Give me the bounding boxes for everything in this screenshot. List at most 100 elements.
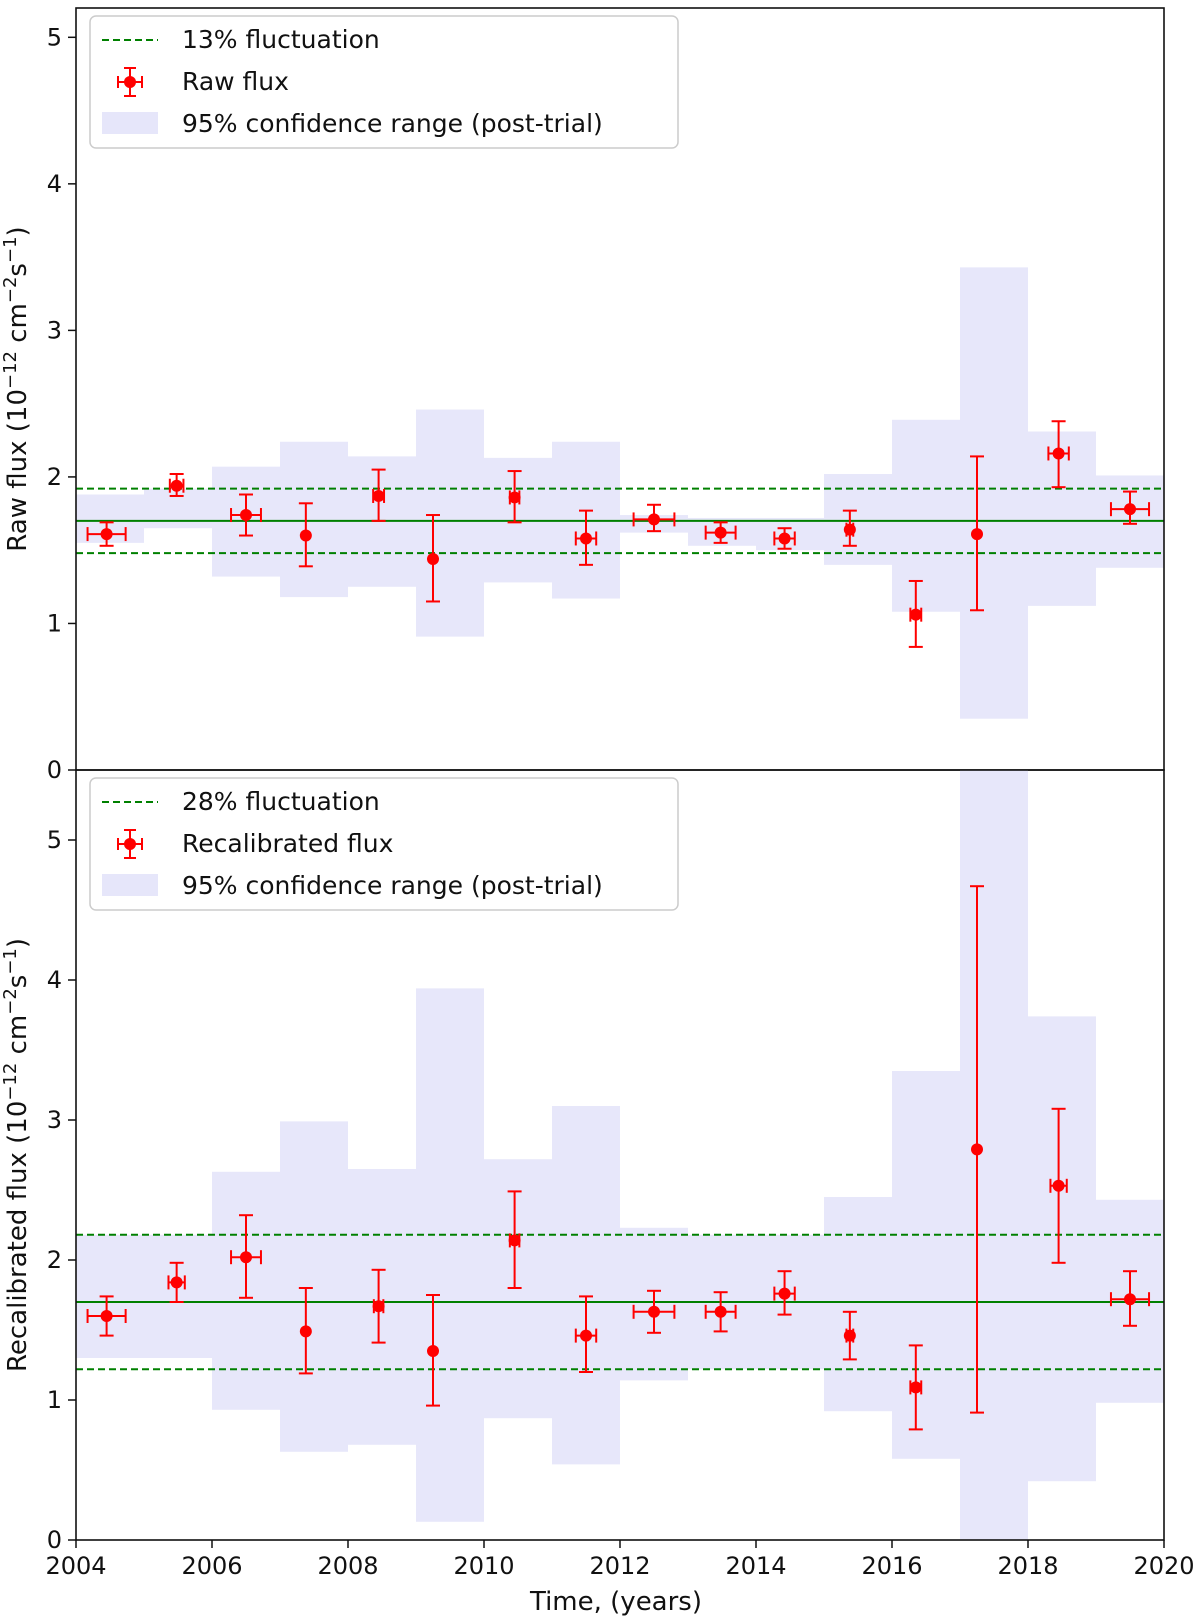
legend-handle-confidence — [102, 874, 158, 896]
data-point-2 — [230, 493, 262, 537]
marker — [170, 1276, 183, 1289]
y-label-superscript: −12 — [0, 1063, 21, 1101]
marker — [508, 491, 521, 504]
y-tick-label: 4 — [47, 170, 62, 198]
marker — [170, 479, 183, 492]
data-point-7 — [574, 509, 598, 566]
data-point-8 — [632, 503, 676, 533]
marker — [508, 1234, 521, 1247]
y-label-superscript: −1 — [0, 236, 21, 263]
y-tick-label: 5 — [47, 826, 62, 854]
x-tick-label: 2016 — [861, 1552, 922, 1580]
x-tick-label: 2008 — [317, 1552, 378, 1580]
x-tick-label: 2010 — [453, 1552, 514, 1580]
y-tick-label: 2 — [47, 463, 62, 491]
confidence-bin-14 — [1028, 431, 1096, 606]
legend-entry-1: Recalibrated flux — [182, 829, 393, 858]
y-label-text: ) — [3, 226, 33, 236]
confidence-bin-13 — [960, 267, 1028, 719]
confidence-bin-1 — [144, 488, 212, 529]
marker — [648, 1305, 660, 1318]
marker — [100, 528, 113, 541]
marker — [1052, 447, 1065, 460]
data-point-4 — [371, 1268, 386, 1344]
y-tick-label: 1 — [47, 609, 62, 637]
y-tick-label: 0 — [47, 756, 62, 784]
y-tick-label: 5 — [47, 23, 62, 51]
data-point-9 — [704, 1291, 737, 1333]
data-point-3 — [298, 1287, 313, 1375]
legend-entry-2: 95% confidence range (post-trial) — [182, 871, 603, 900]
confidence-bin-11 — [824, 1197, 892, 1412]
data-point-3 — [298, 502, 313, 568]
data-point-7 — [574, 1295, 598, 1373]
data-point-5 — [426, 514, 440, 603]
marker — [714, 1305, 727, 1318]
y-label-superscript: −2 — [0, 277, 21, 304]
y-axis-label: Recalibrated flux (10−12 cm−2s−1) — [0, 938, 33, 1372]
y-axis-label: Raw flux (10−12 cm−2s−1) — [0, 226, 33, 551]
confidence-bin-7 — [552, 1106, 620, 1465]
confidence-bin-12 — [892, 1071, 960, 1459]
y-label-text: cm — [3, 1015, 33, 1063]
legend-frame — [89, 15, 679, 149]
data-point-2 — [230, 1214, 262, 1299]
marker — [1124, 1293, 1136, 1306]
marker — [427, 552, 439, 565]
marker — [648, 513, 660, 526]
data-point-5 — [426, 1294, 440, 1407]
data-point-12 — [908, 579, 923, 648]
y-label-text: s — [3, 975, 33, 989]
marker — [843, 1329, 856, 1342]
data-point-13 — [970, 885, 984, 1414]
data-point-0 — [86, 521, 127, 547]
data-point-13 — [970, 455, 984, 612]
x-tick-label: 2020 — [1133, 1552, 1194, 1580]
marker — [372, 1300, 385, 1313]
legend: 28% fluctuation Recalibrated flux 95% conf… — [89, 777, 679, 911]
marker — [971, 528, 983, 541]
y-tick-label: 2 — [47, 1246, 62, 1274]
y-label-text: ) — [3, 938, 33, 948]
x-tick-label: 2004 — [45, 1552, 106, 1580]
y-tick-label: 1 — [47, 1386, 62, 1414]
data-point-11 — [842, 509, 857, 547]
marker — [778, 1287, 791, 1300]
panel-bottom: 0 1 2 3 4 5 Recalibrated flux (10−12 cm−2s−1) 2… — [0, 769, 1165, 1554]
x-tick-label: 2012 — [589, 1552, 650, 1580]
data-point-4 — [371, 468, 386, 522]
data-point-15 — [1109, 490, 1151, 525]
confidence-bin-5 — [416, 409, 484, 637]
marker — [372, 489, 385, 502]
confidence-bin-3 — [280, 441, 348, 598]
panel-top: 0 1 2 3 4 5 Raw flux (10−12 cm−2s−1) 13% fluctu… — [0, 7, 1165, 784]
data-point-10 — [773, 1270, 796, 1316]
legend-entry-2: 95% confidence range (post-trial) — [182, 109, 603, 138]
y-tick-label: 0 — [47, 1526, 62, 1554]
marker — [843, 523, 856, 536]
data-point-14 — [1049, 1107, 1068, 1264]
marker — [240, 509, 252, 522]
data-point-12 — [908, 1344, 923, 1431]
confidence-bin-5 — [416, 988, 484, 1522]
legend: 13% fluctuation Raw flux 95% confidence ra… — [89, 15, 679, 149]
x-tick-label: 2018 — [997, 1552, 1058, 1580]
marker — [100, 1310, 113, 1322]
legend-handle-marker — [124, 838, 136, 850]
y-label-text: Recalibrated flux (10 — [3, 1101, 33, 1372]
marker — [427, 1345, 439, 1357]
legend-handle-marker — [124, 76, 136, 88]
y-tick-label: 3 — [47, 316, 62, 344]
confidence-bin-10 — [756, 517, 824, 551]
data-point-1 — [168, 472, 185, 497]
y-tick-label: 4 — [47, 966, 62, 994]
data-point-6 — [507, 1190, 522, 1289]
y-label-text: s — [3, 263, 33, 277]
y-label-text: cm — [3, 303, 33, 351]
y-label-superscript: −1 — [0, 948, 21, 975]
legend-frame — [89, 777, 679, 911]
data-point-9 — [704, 521, 737, 544]
marker — [1052, 1179, 1065, 1192]
confidence-bin-14 — [1028, 1016, 1096, 1482]
